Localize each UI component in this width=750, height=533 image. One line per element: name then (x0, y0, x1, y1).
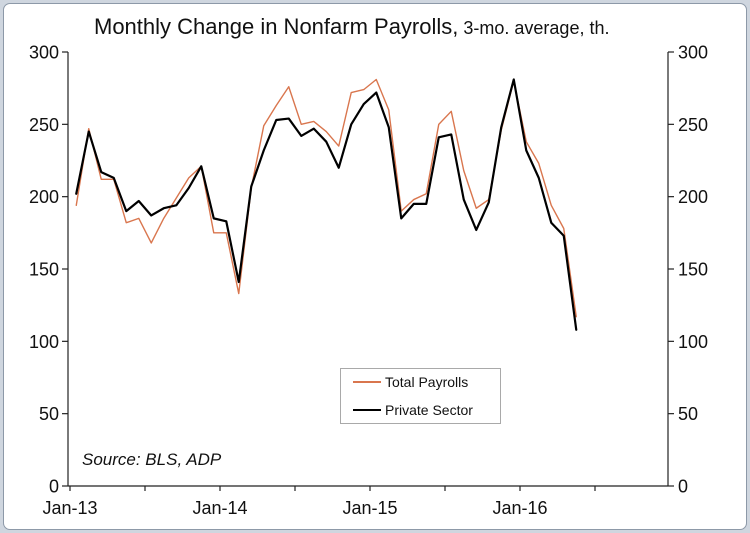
legend-swatch-private-sector (353, 409, 381, 411)
chart-subtitle: 3-mo. average, th. (463, 18, 610, 38)
y-tick-label-right: 200 (678, 187, 708, 207)
y-tick-label-left: 300 (29, 43, 59, 63)
series-group (75, 78, 578, 331)
series-line-private-sector (75, 78, 578, 331)
x-tick-label: Jan-13 (42, 498, 97, 518)
y-tick-label-left: 0 (49, 477, 59, 497)
legend-label-private-sector: Private Sector (385, 402, 473, 418)
axes: 0 50 100 150 200 250 300 0 50 100 150 200 250 300 Jan-… (29, 43, 708, 519)
legend-label-total-payrolls: Total Payrolls (385, 374, 469, 390)
x-tick-label: Jan-16 (492, 498, 547, 518)
y-tick-label-left: 150 (29, 260, 59, 280)
legend-item-private-sector: Private Sector (341, 400, 500, 420)
y-tick-label-right: 0 (678, 477, 688, 497)
legend-item-total-payrolls: Total Payrolls (341, 372, 500, 392)
y-tick-label-right: 150 (678, 260, 708, 280)
x-tick-label: Jan-15 (342, 498, 397, 518)
y-tick-label-left: 250 (29, 115, 59, 135)
chart-panel (3, 3, 747, 530)
y-tick-label-right: 300 (678, 43, 708, 63)
y-tick-label-left: 100 (29, 332, 59, 352)
y-tick-label-right: 250 (678, 115, 708, 135)
chart-title-main: Monthly Change in Nonfarm Payrolls, (94, 14, 459, 39)
series-line-total-payrolls (75, 78, 577, 318)
x-tick-label: Jan-14 (192, 498, 247, 518)
chart-title: Monthly Change in Nonfarm Payrolls, 3-mo.… (94, 14, 609, 43)
y-tick-label-right: 100 (678, 332, 708, 352)
source-note: Source: BLS, ADP (82, 450, 222, 469)
y-tick-label-left: 50 (39, 404, 59, 424)
y-tick-label-left: 200 (29, 187, 59, 207)
legend: Total Payrolls Private Sector (340, 368, 501, 424)
y-tick-label-right: 50 (678, 404, 698, 424)
legend-swatch-total-payrolls (353, 381, 381, 383)
